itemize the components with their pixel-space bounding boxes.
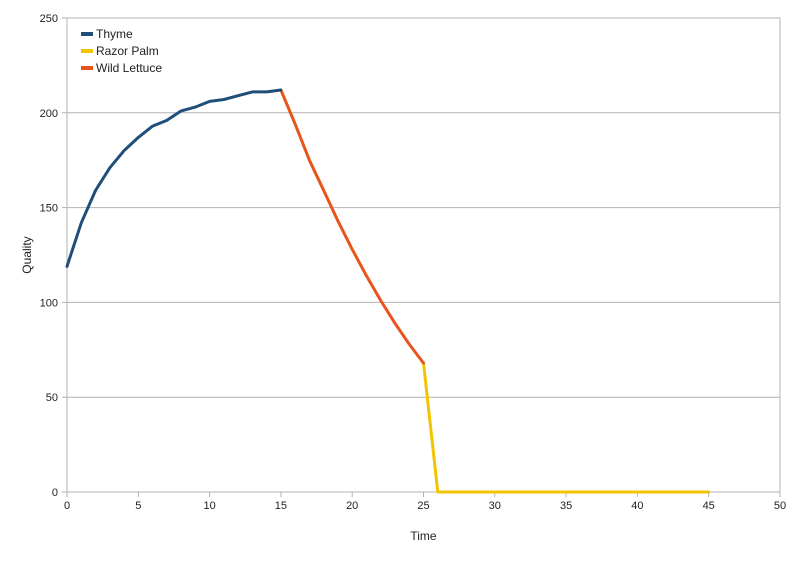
x-axis-title: Time [410,529,437,543]
y-tick-label: 200 [40,108,58,120]
x-tick-label: 10 [203,500,215,512]
y-axis-title: Quality [20,236,34,273]
y-tick-label: 0 [52,487,58,499]
x-tick-label: 25 [417,500,429,512]
grid-lines [67,17,780,493]
series-line-wild-lettuce [279,88,425,365]
series-lines [65,88,711,494]
x-tick-label: 15 [275,500,287,512]
y-tick-label: 150 [40,203,58,215]
x-tick-label: 45 [703,500,715,512]
legend-label: Razor Palm [96,44,159,58]
x-tick-label: 5 [135,500,141,512]
x-tick-label: 40 [631,500,643,512]
x-tick-label: 50 [774,500,786,512]
series-line-razor-palm [422,361,711,494]
x-tick-label: 30 [489,500,501,512]
legend: Thyme Razor Palm Wild Lettuce [81,27,162,75]
legend-label: Wild Lettuce [96,61,162,75]
x-tick-label: 20 [346,500,358,512]
y-tick-label: 100 [40,297,58,309]
y-tick-label: 50 [46,392,58,404]
axes: 0 50 100 150 200 250 0 5 10 15 20 25 30 35 40 45 50 [40,13,786,512]
series-line-thyme [65,88,283,268]
plot-area-frame [66,17,781,493]
y-tick-label: 250 [40,13,58,25]
legend-label: Thyme [96,27,133,41]
x-tick-label: 0 [64,500,70,512]
x-tick-label: 35 [560,500,572,512]
